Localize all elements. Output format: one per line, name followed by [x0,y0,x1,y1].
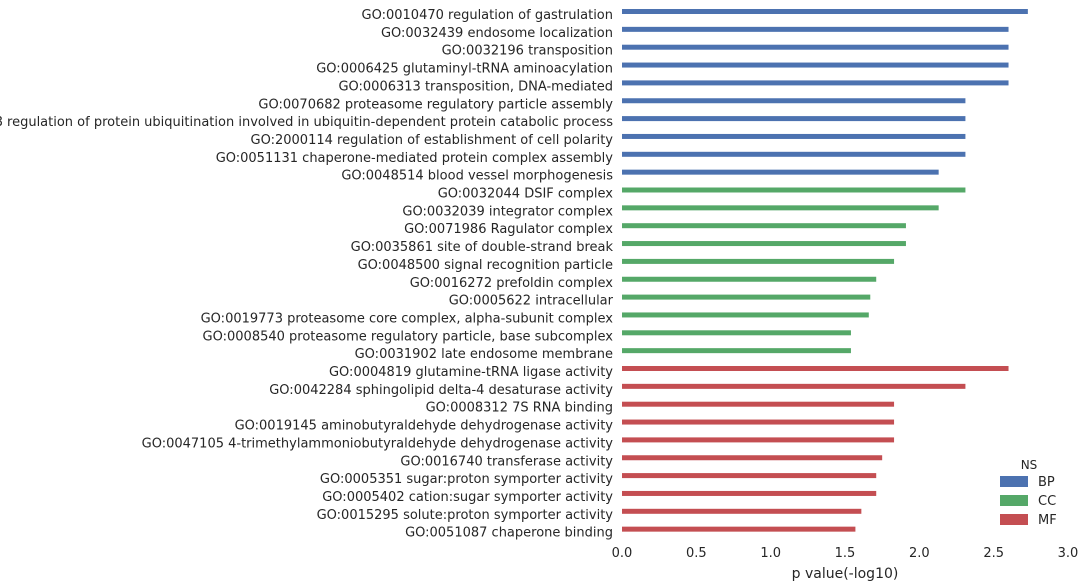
y-tick-label: GO:0004819 glutamine-tRNA ligase activit… [329,365,613,380]
y-tick-label: GO:0016272 prefoldin complex [410,276,614,291]
bar-cc-15 [622,276,877,282]
y-tick-label: GO:0032039 integrator complex [402,204,613,219]
y-tick-label: GO:0005351 sugar:proton symporter activi… [320,472,613,487]
bar-mf-20 [622,366,1009,371]
legend-swatch-mf [1000,514,1028,525]
y-tick-label: GO:0015295 solute:proton symporter activ… [317,508,614,523]
y-tick-label: GO:0048500 signal recognition particle [358,258,613,273]
legend-swatch-bp [1000,476,1028,487]
x-axis-label: p value(-log10) [792,566,899,582]
y-tick-label: GO:0032196 transposition [442,44,613,59]
bar-mf-23 [622,419,895,425]
bar-cc-19 [622,348,851,354]
bar-bp-5 [622,98,966,104]
y-tick-label: GO:0071986 Ragulator complex [404,222,613,237]
y-tick-label: GO:2000058 regulation of protein ubiquit… [0,115,613,130]
bar-bp-4 [622,80,1009,86]
bar-mf-27 [622,490,877,496]
y-tick-label: GO:0051087 chaperone binding [405,526,613,541]
y-tick-label: GO:0031902 late endosome membrane [355,347,613,362]
bar-mf-24 [622,437,895,443]
y-tick-label: GO:0035861 site of double-strand break [351,240,614,255]
legend-title: NS [1021,458,1038,472]
bar-mf-25 [622,455,883,461]
y-tick-label: GO:0008312 7S RNA binding [426,401,613,416]
legend-label-bp: BP [1038,475,1055,490]
bar-cc-12 [622,223,906,229]
bar-cc-10 [622,187,966,193]
y-tick-label: GO:0016740 transferase activity [400,454,613,469]
bar-bp-6 [622,116,966,122]
y-tick-label: GO:0005402 cation:sugar symporter activi… [322,490,613,505]
y-tick-label: GO:2000114 regulation of establishment o… [251,133,614,148]
bar-cc-18 [622,330,851,336]
legend-label-mf: MF [1038,513,1057,528]
y-tick-label: GO:0010470 regulation of gastrulation [362,8,613,23]
x-tick-label: 3.0 [1058,546,1079,561]
y-tick-label: GO:0032439 endosome localization [381,26,613,41]
y-tick-label: GO:0051131 chaperone-mediated protein co… [216,151,614,166]
bar-bp-2 [622,44,1009,50]
bar-mf-21 [622,383,966,389]
bar-bp-0 [622,9,1028,14]
x-tick-label: 2.0 [909,546,930,561]
bar-mf-26 [622,473,877,479]
bar-bp-3 [622,62,1009,68]
y-tick-label: GO:0019773 proteasome core complex, alph… [201,311,614,326]
y-tick-label: GO:0006313 transposition, DNA-mediated [338,79,613,94]
bar-cc-17 [622,312,869,318]
bar-mf-28 [622,508,862,514]
legend-label-cc: CC [1038,494,1056,509]
bar-bp-8 [622,151,966,157]
y-tick-label: GO:0048514 blood vessel morphogenesis [341,169,613,184]
bar-mf-29 [622,526,856,532]
y-tick-label: GO:0005622 intracellular [449,294,614,309]
y-tick-label: GO:0042284 sphingolipid delta-4 desatura… [269,383,613,398]
bar-bp-1 [622,26,1009,32]
bar-bp-7 [622,133,966,139]
y-tick-label: GO:0032044 DSIF complex [438,187,614,202]
y-labels-layer: GO:0010470 regulation of gastrulation GO:… [0,8,614,541]
bar-cc-14 [622,258,895,264]
bar-bp-9 [622,169,939,175]
x-tick-label: 2.5 [983,546,1004,561]
x-tick-label: 0.0 [612,546,633,561]
x-tick-label: 1.0 [760,546,781,561]
y-tick-label: GO:0047105 4-trimethylammoniobutyraldehy… [142,436,614,451]
bar-mf-22 [622,401,895,407]
bar-cc-11 [622,205,939,211]
x-tick-label: 0.5 [686,546,707,561]
x-tick-label: 1.5 [835,546,856,561]
y-tick-label: GO:0070682 proteasome regulatory particl… [258,97,613,112]
x-ticks-layer: 0.0 0.5 1.0 1.5 2.0 2.5 3.0 [612,546,1079,561]
y-tick-label: GO:0006425 glutaminyl-tRNA aminoacylatio… [316,62,613,77]
bar-cc-16 [622,294,871,300]
legend-swatch-cc [1000,495,1028,506]
bars-layer [622,9,1028,532]
bar-cc-13 [622,241,906,247]
y-tick-label: GO:0019145 aminobutyraldehyde dehydrogen… [235,419,614,434]
y-tick-label: GO:0008540 proteasome regulatory particl… [203,329,614,344]
legend: NS BP CC MF [1000,458,1057,528]
